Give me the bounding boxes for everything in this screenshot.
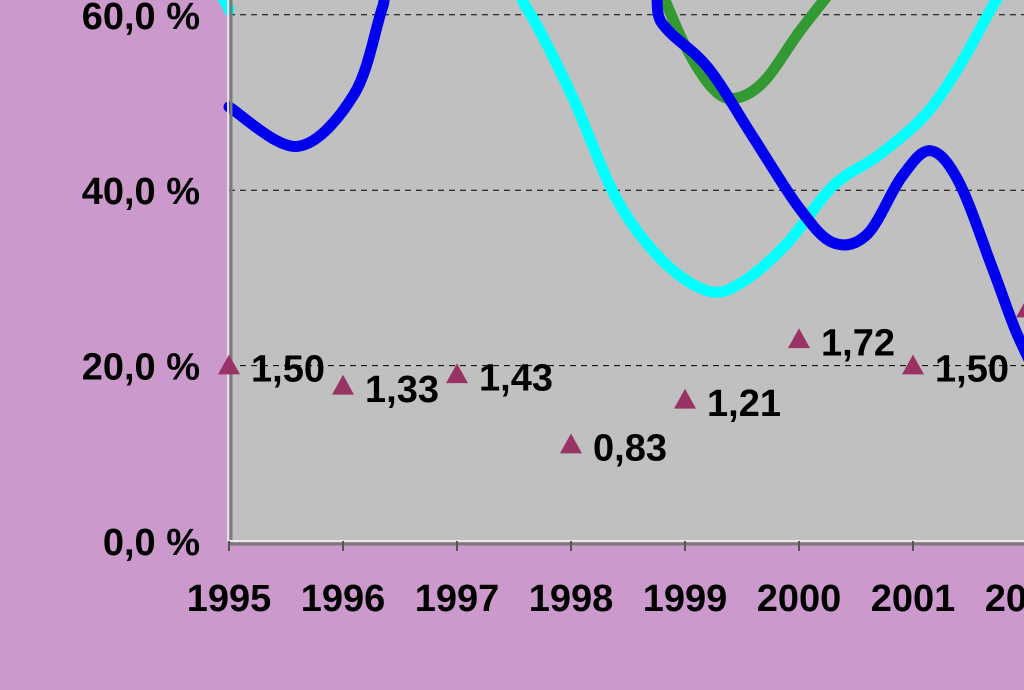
data-label: 1,33	[365, 369, 439, 411]
axes	[227, 0, 1024, 551]
y-tick-label: 40,0 %	[82, 171, 200, 213]
marker-point	[218, 354, 240, 375]
marker-point	[902, 354, 924, 375]
series-lines	[217, 0, 1024, 362]
marker-point	[1016, 302, 1024, 318]
x-tick-label: 1998	[529, 578, 614, 620]
triangle-markers: 1,50 1,33 1,43 0,83 1,21 1,72 1,50	[218, 302, 1024, 470]
data-label: 1,43	[479, 357, 553, 399]
x-tick-label: 2000	[757, 578, 842, 620]
x-tick-labels: 1995 1996 1997 1998 1999 2000 2001 2002	[187, 578, 1024, 620]
x-tick-label: 1997	[415, 578, 500, 620]
x-tick-label: 1999	[643, 578, 728, 620]
data-label: 1,21	[707, 383, 781, 425]
marker-point	[788, 328, 810, 349]
y-tick-label: 20,0 %	[82, 347, 200, 389]
x-tick-label: 2002	[985, 578, 1024, 620]
y-tick-labels: 0,0 % 20,0 % 40,0 % 60,0 %	[82, 0, 200, 564]
marker-point	[560, 433, 582, 454]
x-tick-label: 1996	[301, 578, 386, 620]
y-tick-label: 0,0 %	[103, 522, 200, 564]
x-tick-label: 2001	[871, 578, 956, 620]
y-tick-label: 60,0 %	[82, 0, 200, 38]
data-label: 1,50	[251, 349, 325, 391]
x-tick-label: 1995	[187, 578, 272, 620]
marker-point	[674, 388, 696, 409]
data-label: 1,72	[821, 322, 895, 364]
series-line-1	[223, 0, 1024, 362]
data-label: 0,83	[593, 428, 667, 470]
marker-point	[332, 374, 354, 395]
marker-point	[446, 363, 468, 384]
data-label: 1,50	[935, 349, 1009, 391]
series-line-2	[217, 0, 1003, 298]
